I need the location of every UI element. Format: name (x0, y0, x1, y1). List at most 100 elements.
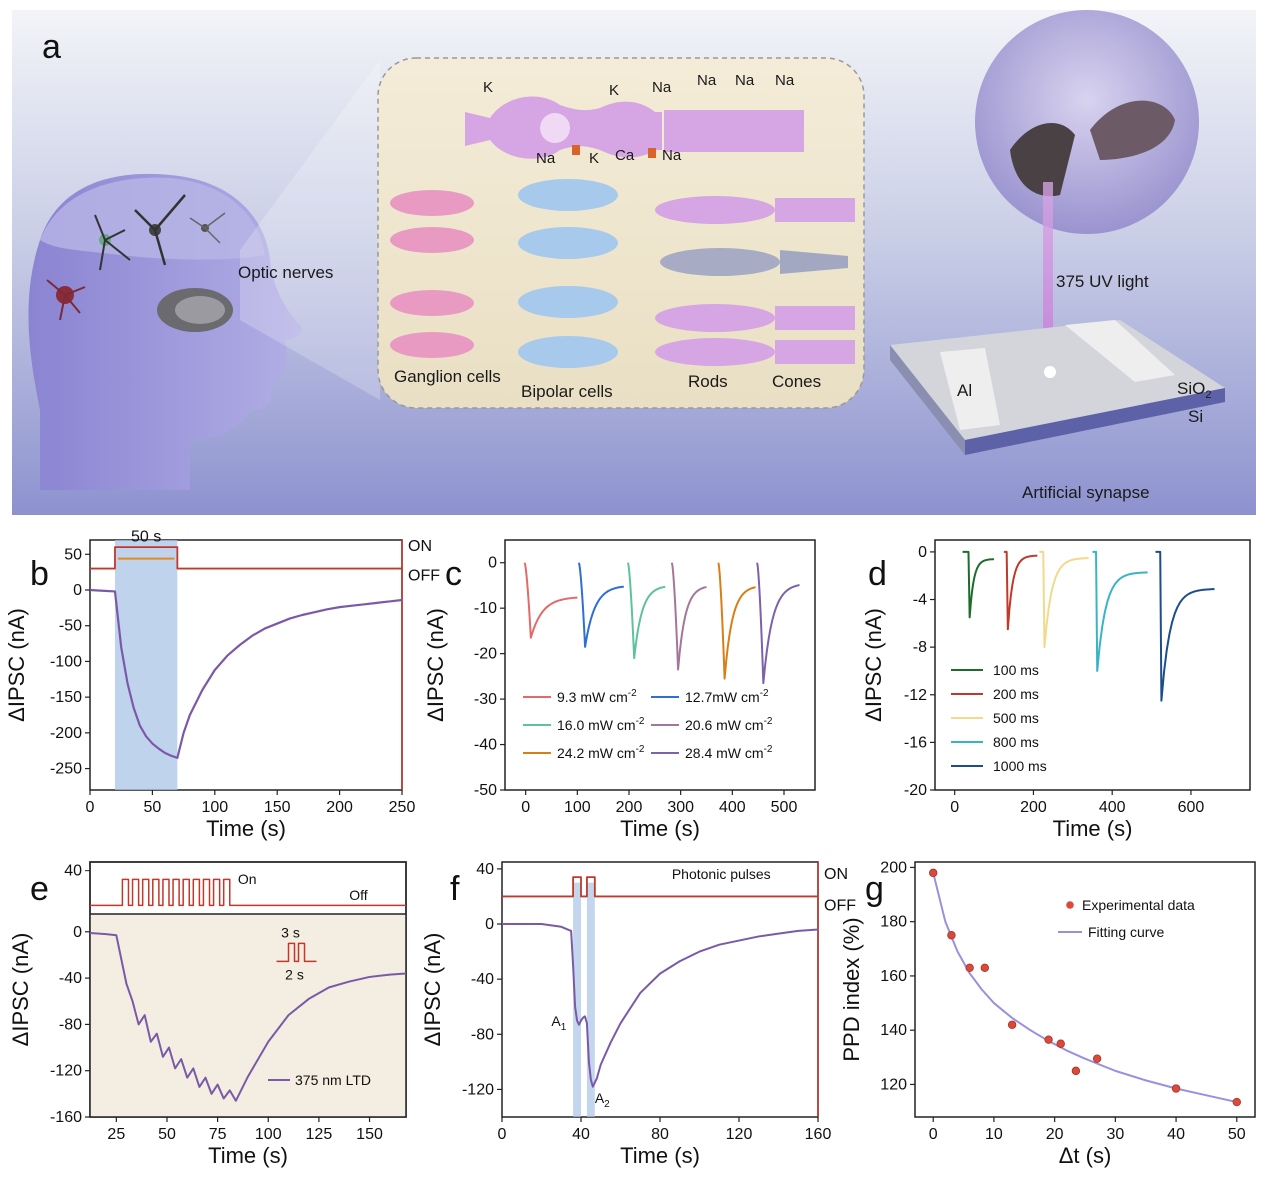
y-tick-label: -20 (904, 782, 927, 799)
ganglion-label: Ganglion cells (394, 367, 501, 386)
series-line (89, 588, 403, 759)
data-point (980, 963, 990, 972)
data-point (1071, 1066, 1081, 1076)
off-label: OFF (824, 897, 856, 914)
x-tick-label: 40 (572, 1126, 590, 1143)
legend-entry: 1000 ms (993, 758, 1047, 774)
y-tick-label: 50 (64, 546, 82, 563)
y-tick-label: 120 (880, 1076, 907, 1093)
y-tick-label: 40 (476, 861, 494, 878)
series-line-5 (756, 562, 800, 685)
data-point (929, 868, 938, 878)
series-line-1 (577, 562, 624, 648)
si-label: Si (1188, 407, 1203, 426)
legend-entry: 200 ms (993, 686, 1039, 702)
data-point (965, 963, 974, 972)
legend-swatch-points (1066, 901, 1074, 909)
y-tick-label: -100 (50, 653, 82, 670)
panel-c: c 9.3 mW cm-2 12.7mW cm-2 16.0 mW cm-2 20.6 … (423, 539, 816, 841)
y-tick-label: -150 (50, 689, 82, 706)
data-point (1171, 1084, 1181, 1093)
x-axis-label: Time (s) (1053, 816, 1133, 841)
plot-background (90, 914, 406, 1117)
legend-entry: 100 ms (993, 662, 1039, 678)
series-line-3 (1092, 550, 1148, 672)
panel-f-letter: f (450, 870, 460, 908)
on-label: ON (824, 866, 848, 883)
panel-a-letter: a (42, 28, 61, 66)
legend-entry: 20.6 mW cm-2 (685, 716, 773, 733)
y-axis-label: ΔIPSC (nA) (8, 933, 33, 1047)
series-line-2 (1039, 550, 1089, 649)
x-tick-label: 125 (306, 1126, 333, 1143)
legend-sup: -2 (760, 688, 769, 699)
cones-label: Cones (772, 372, 821, 391)
photonic-pulses-label: Photonic pulses (672, 866, 771, 882)
y-tick-label: 0 (488, 555, 497, 572)
panel-f-frame (501, 861, 819, 1118)
y-axis-label: ΔIPSC (nA) (423, 608, 448, 722)
x-axis-label: Time (s) (620, 1143, 700, 1168)
panel-d: d 100 ms 200 ms 500 ms 800 ms 1000 ms 0 200 400 6… (861, 539, 1251, 841)
y-tick-label: -50 (474, 782, 497, 799)
uv-light-label: 375 UV light (1056, 272, 1149, 291)
x-tick-label: 0 (86, 799, 95, 816)
x-tick-label: 250 (389, 799, 416, 816)
legend-entry: 28.4 mW cm-2 (685, 744, 773, 761)
y-tick-label: 0 (918, 544, 927, 561)
y-axis-label: PPD index (%) (839, 917, 864, 1061)
panel-b-letter: b (30, 555, 49, 593)
svg-text:Na: Na (662, 147, 682, 164)
y-tick-label: -80 (471, 1026, 494, 1043)
fit-line (932, 872, 1238, 1104)
svg-text:Na: Na (735, 72, 755, 89)
on-label: On (238, 871, 257, 887)
pulse-train (90, 878, 406, 907)
y-tick-label: -20 (474, 646, 497, 663)
x-tick-label: 300 (667, 799, 694, 816)
retina-box: K K Na Na Na Na Na K Ca Na (377, 57, 865, 409)
y-tick-label: -12 (904, 687, 927, 704)
synapse-device: 375 UV light Al SiO2 Si Artificial synap… (890, 10, 1225, 502)
panel-e-frame-outline (89, 861, 407, 1118)
legend-entry: 500 ms (993, 710, 1039, 726)
x-tick-label: 50 (144, 799, 162, 816)
x-tick-label: 500 (771, 799, 798, 816)
y-axis-label: ΔIPSC (nA) (420, 933, 445, 1047)
x-tick-label: 200 (326, 799, 353, 816)
x-tick-label: 20 (1046, 1126, 1064, 1143)
on-off-step (90, 546, 402, 570)
panel-b: b 50 s ON OFF 0 50 100 150 200 250 Time (s) 50 0 -50 -… (4, 528, 440, 841)
data-point (1007, 1020, 1017, 1029)
x-tick-label: 50 (1228, 1126, 1246, 1143)
panel-d-frame (934, 539, 1251, 791)
svg-text:K: K (609, 82, 619, 99)
panel-g-frame (914, 861, 1256, 1118)
x-tick-label: 600 (1178, 799, 1205, 816)
x-tick-label: 75 (209, 1126, 227, 1143)
legend-entry: 9.3 mW cm-2 (557, 688, 637, 705)
series-line-3 (670, 562, 707, 671)
a2-label: A2 (595, 1090, 610, 1110)
svg-text:Na: Na (652, 79, 672, 96)
y-tick-label: 160 (880, 968, 907, 985)
x-tick-label: 100 (255, 1126, 282, 1143)
series-line-0 (962, 550, 995, 619)
legend-entry: Fitting curve (1088, 924, 1164, 940)
legend-entry: 375 nm LTD (295, 1072, 371, 1088)
panel-e: e On Off 40 3 s 2 s 375 nm LTD 25 50 75 100 125 150 T… (8, 861, 407, 1168)
off-label: OFF (408, 568, 440, 585)
legend-sup: -2 (764, 716, 773, 727)
y-tick-label: 0 (73, 924, 82, 941)
panel-a: a Optic nerves (12, 10, 1256, 515)
on-time-label: 3 s (281, 924, 300, 940)
x-axis-label: Time (s) (206, 816, 286, 841)
x-tick-label: 150 (356, 1126, 383, 1143)
y-tick-label: -16 (904, 734, 927, 751)
y-tick-label: -250 (50, 761, 82, 778)
panel-e-letter: e (30, 870, 49, 908)
x-tick-label: 30 (1106, 1126, 1124, 1143)
svg-text:Na: Na (697, 72, 717, 89)
